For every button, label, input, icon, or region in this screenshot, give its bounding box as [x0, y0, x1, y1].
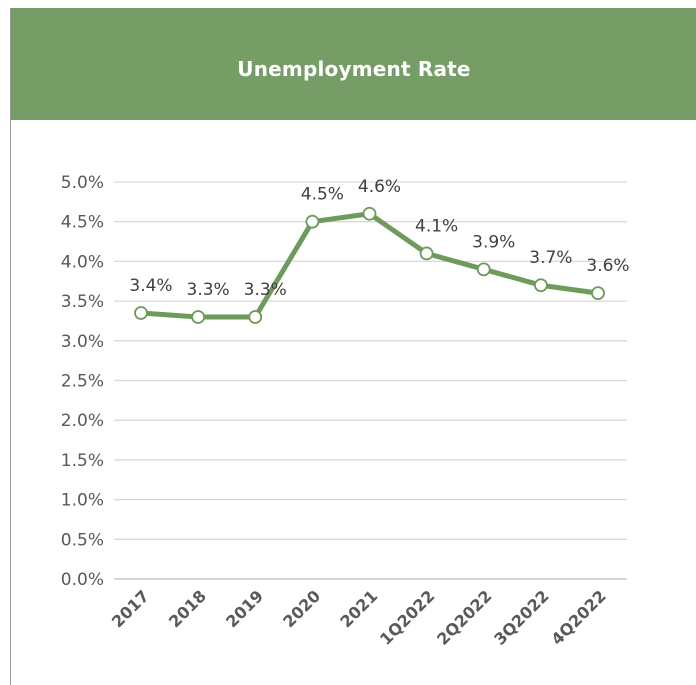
x-tick-label: 4Q2022: [547, 586, 609, 648]
data-label: 3.7%: [529, 248, 572, 268]
y-tick-label: 0.0%: [61, 570, 104, 590]
y-tick-label: 3.0%: [61, 332, 104, 352]
y-tick-label: 2.0%: [61, 411, 104, 431]
y-tick-label: 5.0%: [61, 173, 104, 193]
data-point: [362, 206, 377, 221]
y-tick-label: 1.0%: [61, 491, 104, 511]
data-label: 4.5%: [301, 185, 344, 205]
data-label: 3.4%: [129, 276, 172, 296]
y-axis-ticks: 0.0% 0.5% 1.0% 1.5% 2.0% 2.5% 3.0% 3.5% 4.0% 4.5%…: [61, 173, 104, 590]
data-label: 4.1%: [415, 216, 458, 236]
data-point: [134, 306, 148, 320]
data-point: [591, 286, 605, 301]
data-label: 3.3%: [187, 280, 230, 300]
data-point: [419, 246, 434, 261]
data-labels: 3.4% 3.3% 3.3% 4.5% 4.6% 4.1% 3.9% 3.7% 3.6%: [129, 177, 629, 300]
data-point: [305, 214, 320, 229]
data-label: 3.6%: [586, 256, 629, 276]
data-label: 4.6%: [358, 177, 401, 197]
data-point: [191, 310, 206, 324]
data-label: 3.3%: [244, 280, 287, 300]
x-tick-label: 2020: [279, 586, 324, 631]
x-tick-label: 2017: [108, 586, 153, 631]
y-tick-label: 2.5%: [61, 372, 104, 392]
data-point: [533, 278, 548, 293]
x-axis-ticks: 2017 2018 2019 2020 20211Q20222Q20223Q20224Q…: [108, 586, 610, 648]
data-point: [476, 262, 491, 277]
chart-panel: Unemployment Rate: [10, 8, 696, 685]
x-tick-label: 2019: [222, 586, 267, 631]
data-point: [248, 310, 263, 324]
x-tick-label: 2Q2022: [433, 586, 495, 648]
x-tick-label: 2018: [165, 586, 210, 631]
x-tick-label: 2021: [336, 586, 381, 631]
data-label: 3.9%: [472, 232, 515, 252]
x-tick-label: 1Q2022: [376, 586, 438, 648]
chart-header: Unemployment Rate: [11, 8, 696, 120]
x-tick-label: 3Q2022: [490, 586, 552, 648]
series-unemployment: [134, 206, 605, 324]
y-tick-label: 1.5%: [61, 451, 104, 471]
chart-title: Unemployment Rate: [237, 57, 471, 81]
y-tick-label: 3.5%: [61, 292, 104, 312]
y-tick-label: 4.5%: [61, 213, 104, 233]
y-tick-label: 0.5%: [61, 530, 104, 550]
gridlines: [114, 181, 627, 580]
y-tick-label: 4.0%: [61, 252, 104, 272]
